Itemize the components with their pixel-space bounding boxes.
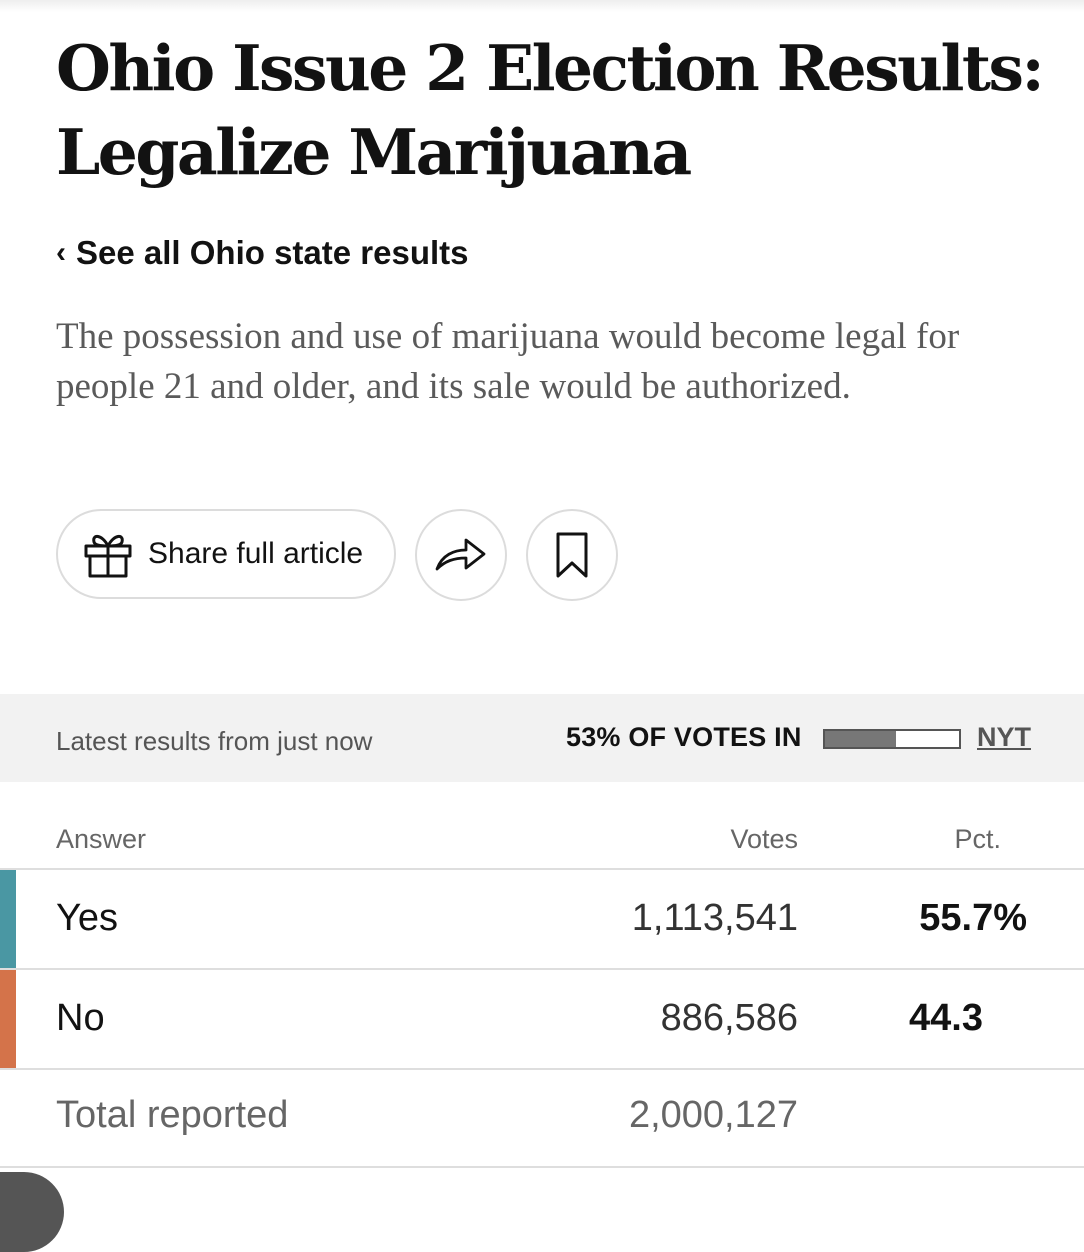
votes-in-progress-fill <box>825 731 897 747</box>
table-row-no: No 886,586 44.3 <box>0 970 1084 1068</box>
corner-overlay-shape <box>0 1172 64 1252</box>
table-bottom-rule <box>0 1166 1084 1168</box>
latest-results-timestamp: Latest results from just now <box>56 726 373 756</box>
top-edge-shadow <box>0 0 1084 12</box>
total-reported-label: Total reported <box>56 1094 289 1136</box>
chevron-left-icon: ‹ <box>56 236 66 269</box>
column-header-votes: Votes <box>730 824 798 854</box>
votes-in-progress-bar <box>823 729 961 749</box>
row-votes-yes: 1,113,541 <box>631 897 798 939</box>
save-button[interactable] <box>526 509 618 601</box>
row-votes-no: 886,586 <box>660 997 798 1039</box>
row-pct-yes: 55.7% <box>919 897 1027 939</box>
gift-icon <box>84 535 132 578</box>
no-color-swatch <box>0 970 16 1068</box>
table-divider <box>0 868 1084 870</box>
table-divider <box>0 968 1084 970</box>
table-divider <box>0 1068 1084 1070</box>
nyt-source-link[interactable]: NYT <box>977 722 1031 752</box>
page-title-line-2: Legalize Marijuana <box>56 115 692 189</box>
share-button[interactable] <box>415 509 507 601</box>
bookmark-icon <box>556 532 588 578</box>
share-full-article-label: Share full article <box>148 537 364 570</box>
row-answer-no: No <box>56 997 105 1039</box>
share-arrow-icon <box>435 538 486 571</box>
column-header-pct: Pct. <box>954 824 1001 854</box>
see-all-ohio-results-link[interactable]: ‹ See all Ohio state results <box>56 232 469 276</box>
see-all-ohio-results-label: See all Ohio state results <box>76 234 469 271</box>
column-header-answer: Answer <box>56 824 147 854</box>
total-reported-votes: 2,000,127 <box>628 1094 798 1136</box>
yes-color-swatch <box>0 870 16 968</box>
page-title: Ohio Issue 2 Election Results: Legalize … <box>56 26 1056 194</box>
page-title-line-1: Ohio Issue 2 Election Results: <box>56 31 1045 105</box>
table-row-yes: Yes 1,113,541 55.7% <box>0 870 1084 968</box>
row-answer-yes: Yes <box>56 897 118 939</box>
row-pct-no: 44.3 <box>909 997 983 1039</box>
article-summary: The possession and use of marijuana woul… <box>56 316 960 407</box>
share-full-article-button[interactable]: Share full article <box>56 509 396 599</box>
votes-in-label: 53% OF VOTES IN <box>566 722 802 752</box>
